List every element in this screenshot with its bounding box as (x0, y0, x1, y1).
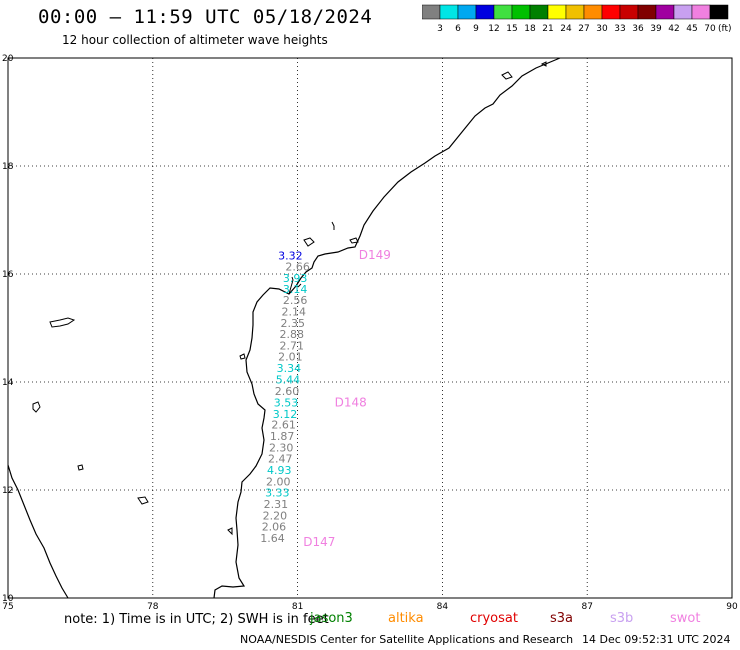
pass-labels: D149 D148 D147 (303, 248, 391, 549)
map-frame (7, 57, 733, 599)
mission-swot: swot (670, 611, 701, 626)
footer-note: note: 1) Time is in UTC; 2) SWH is in fe… (64, 612, 329, 627)
color-scale-tick: 9 (473, 24, 479, 34)
island-6 (303, 237, 315, 247)
color-scale-tick: 18 (524, 24, 536, 34)
swh-value: 2.06 (262, 521, 287, 534)
swh-observations: 3.322.663.933.142.562.142.352.882.712.01… (260, 250, 310, 545)
swh-value: 4.93 (267, 464, 292, 477)
x-tick-label: 84 (437, 602, 449, 612)
swh-value: 2.20 (263, 509, 288, 522)
coastline (7, 57, 561, 599)
swh-value: 3.33 (265, 487, 290, 500)
island-4 (77, 464, 84, 471)
swh-value: 3.14 (283, 283, 308, 296)
mission-altika: altika (388, 611, 424, 626)
swh-value: 2.71 (280, 339, 305, 352)
color-scale-tick: 33 (614, 24, 625, 34)
swh-value: 2.30 (269, 441, 294, 454)
island-5 (137, 496, 149, 505)
swh-value: 2.61 (271, 419, 296, 432)
y-tick-label: 18 (2, 162, 14, 172)
color-scale-legend: 3 6 9 12 15 18 21 24 27 30 33 36 39 42 45 70 (ft) (422, 4, 732, 34)
x-tick-label: 78 (147, 602, 159, 612)
generation-timestamp: 14 Dec 09:52:31 UTC 2024 (582, 633, 731, 646)
swh-value: 3.93 (283, 272, 308, 285)
island-2 (239, 353, 246, 360)
mission-cryosat: cryosat (470, 611, 518, 626)
chart-subtitle: 12 hour collection of altimeter wave hei… (62, 33, 328, 47)
color-scale-tick: 45 (686, 24, 697, 34)
y-tick-label: 20 (2, 54, 14, 64)
color-scale-tick: 42 (668, 24, 679, 34)
island-1 (49, 317, 76, 328)
swh-value: 1.64 (260, 532, 285, 545)
color-scale-tick: 15 (506, 24, 517, 34)
island-3 (32, 401, 41, 413)
color-scale-tick: 21 (542, 24, 553, 34)
swh-value: 3.32 (278, 250, 303, 263)
y-tick-label: 14 (2, 378, 14, 388)
swh-value: 2.35 (281, 317, 306, 330)
swh-value: 3.12 (273, 408, 298, 421)
pass-label: D147 (303, 535, 335, 549)
pass-label: D148 (335, 396, 367, 410)
island-7 (331, 221, 335, 230)
island-11 (227, 527, 233, 536)
y-tick-label: 10 (2, 594, 14, 604)
color-scale-tick: 39 (650, 24, 662, 34)
swh-value: 2.01 (278, 351, 303, 364)
map-grid (7, 57, 733, 599)
mission-s3b: s3b (610, 611, 634, 626)
x-tick-label: 87 (581, 602, 592, 612)
pass-label: D149 (359, 248, 391, 262)
island-10 (540, 61, 547, 67)
axis-ticks: 75 78 81 84 87 90 10 12 14 16 18 20 (2, 54, 738, 612)
x-tick-label: 75 (2, 602, 13, 612)
swh-value: 3.53 (274, 397, 299, 410)
chart-title: 00:00 – 11:59 UTC 05/18/2024 (38, 6, 373, 28)
swh-value: 2.31 (264, 498, 289, 511)
color-scale-tick: 6 (455, 24, 461, 34)
y-tick-label: 16 (2, 270, 14, 280)
swh-value: 2.60 (275, 385, 300, 398)
color-scale-tick: 70 (704, 24, 716, 34)
y-tick-label: 12 (2, 486, 13, 496)
color-scale-tick: 27 (578, 24, 589, 34)
wave-height-map: 3.322.663.933.142.562.142.352.882.712.01… (2, 54, 738, 612)
color-scale-unit: (ft) (718, 24, 732, 34)
mission-jason3: jason3 (310, 611, 353, 626)
island-8 (349, 237, 359, 244)
color-scale-tick: 12 (488, 24, 499, 34)
swh-value: 3.34 (277, 362, 302, 375)
swh-value: 2.56 (283, 294, 308, 307)
credit-line: NOAA/NESDIS Center for Satellite Applica… (240, 633, 574, 646)
color-scale-tick: 3 (437, 24, 443, 34)
mission-s3a: s3a (550, 611, 574, 626)
swh-value: 2.66 (285, 260, 310, 273)
swh-value: 2.88 (280, 328, 305, 341)
swh-value: 2.00 (266, 475, 291, 488)
river-mouth-line (288, 276, 302, 295)
color-swatch (709, 4, 729, 20)
swh-value: 2.14 (281, 305, 306, 318)
coastline-india-east (213, 57, 561, 599)
coastline-west (7, 464, 69, 599)
swh-value: 1.87 (270, 430, 295, 443)
color-scale-tick: 36 (632, 24, 644, 34)
color-scale-tick: 24 (560, 24, 572, 34)
swh-value: 5.44 (276, 373, 301, 386)
color-scale-tick: 30 (596, 24, 608, 34)
x-tick-label: 90 (726, 602, 738, 612)
swh-value: 2.47 (268, 453, 293, 466)
x-tick-label: 81 (292, 602, 303, 612)
island-9 (501, 71, 513, 80)
